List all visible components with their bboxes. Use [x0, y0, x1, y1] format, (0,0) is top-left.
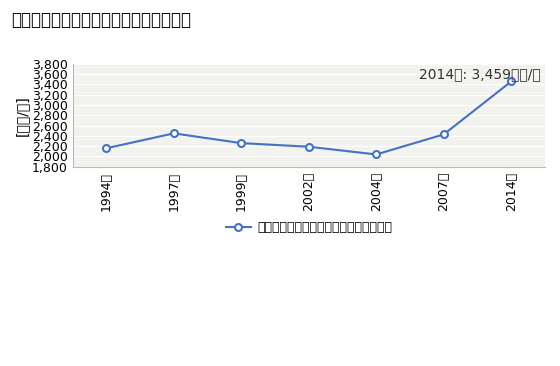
商業の従業者一人当たり年間商品販売額 [305, 145, 312, 149]
商業の従業者一人当たり年間商品販売額 [238, 141, 245, 145]
商業の従業者一人当たり年間商品販売額 [373, 152, 380, 157]
Text: 2014年: 3,459万円/人: 2014年: 3,459万円/人 [418, 67, 540, 81]
商業の従業者一人当たり年間商品販売額 [440, 132, 447, 137]
商業の従業者一人当たり年間商品販売額 [170, 131, 177, 135]
Line: 商業の従業者一人当たり年間商品販売額: 商業の従業者一人当たり年間商品販売額 [103, 78, 515, 158]
商業の従業者一人当たり年間商品販売額 [508, 79, 515, 84]
Text: 商業の従業者一人当たり年間商品販売額: 商業の従業者一人当たり年間商品販売額 [11, 11, 191, 29]
Legend: 商業の従業者一人当たり年間商品販売額: 商業の従業者一人当たり年間商品販売額 [221, 216, 397, 239]
商業の従業者一人当たり年間商品販売額 [103, 146, 110, 150]
Y-axis label: [万円/人]: [万円/人] [15, 95, 29, 136]
